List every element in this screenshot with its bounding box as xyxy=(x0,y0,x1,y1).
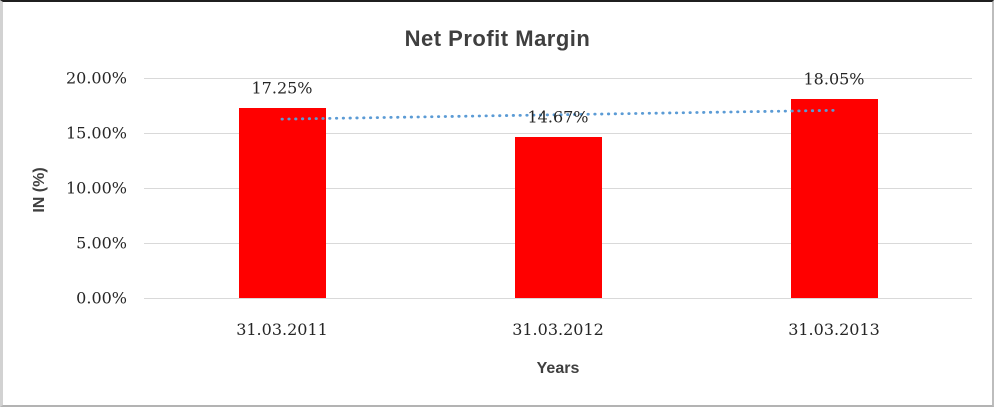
gridline xyxy=(144,133,972,134)
data-label: 14.67% xyxy=(527,107,589,127)
x-category-label: 31.03.2011 xyxy=(236,320,328,339)
x-category-label: 31.03.2013 xyxy=(788,320,880,339)
data-label: 18.05% xyxy=(803,69,865,89)
data-label: 17.25% xyxy=(251,78,313,98)
gridline xyxy=(144,78,972,79)
plot-area: 0.00% 5.00% 10.00% 15.00% 20.00% 17.25% 14.67… xyxy=(66,69,972,339)
y-tick-label: 15.00% xyxy=(65,123,127,143)
chart-title: Net Profit Margin xyxy=(404,26,591,51)
x-axis-title: Years xyxy=(536,360,580,377)
bar-31.03.2012 xyxy=(514,136,602,298)
y-tick-label: 0.00% xyxy=(76,288,127,308)
bar-31.03.2011 xyxy=(238,108,326,298)
y-tick-label: 20.00% xyxy=(65,68,127,88)
y-tick-label: 5.00% xyxy=(76,233,127,253)
gridline xyxy=(144,298,972,299)
y-axis-title: IN (%) xyxy=(31,167,48,213)
y-tick-label: 10.00% xyxy=(65,178,127,198)
bar-31.03.2013 xyxy=(790,99,878,298)
x-category-label: 31.03.2012 xyxy=(512,320,604,339)
